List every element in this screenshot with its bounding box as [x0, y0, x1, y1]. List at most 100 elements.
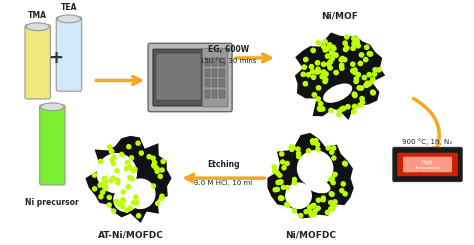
Circle shape	[311, 48, 315, 53]
Circle shape	[278, 180, 283, 184]
Circle shape	[292, 177, 297, 182]
Circle shape	[128, 165, 132, 170]
Circle shape	[97, 154, 137, 193]
Circle shape	[99, 195, 103, 199]
Circle shape	[160, 168, 164, 172]
Circle shape	[279, 196, 283, 200]
Circle shape	[365, 45, 369, 49]
Circle shape	[152, 163, 156, 168]
Circle shape	[308, 210, 312, 214]
Circle shape	[356, 44, 360, 48]
Circle shape	[115, 169, 119, 173]
Circle shape	[124, 167, 128, 171]
Bar	[204, 90, 210, 98]
Circle shape	[278, 173, 282, 177]
Circle shape	[116, 181, 120, 185]
Circle shape	[332, 146, 336, 150]
Circle shape	[304, 210, 308, 214]
Circle shape	[316, 147, 320, 151]
Circle shape	[337, 112, 341, 117]
Circle shape	[343, 41, 347, 45]
Circle shape	[92, 187, 97, 191]
Circle shape	[310, 64, 314, 69]
Circle shape	[306, 73, 310, 77]
Circle shape	[118, 202, 121, 206]
Circle shape	[328, 43, 332, 47]
Text: Ni/MOF: Ni/MOF	[321, 12, 358, 21]
Bar	[204, 79, 210, 87]
Circle shape	[345, 35, 349, 39]
Bar	[219, 79, 225, 87]
Circle shape	[323, 40, 327, 44]
Circle shape	[346, 105, 350, 109]
Circle shape	[316, 67, 320, 72]
Circle shape	[116, 178, 120, 182]
Circle shape	[321, 70, 326, 74]
Circle shape	[352, 36, 356, 41]
Circle shape	[121, 199, 125, 203]
Circle shape	[308, 206, 311, 210]
Circle shape	[352, 104, 357, 109]
Circle shape	[343, 161, 347, 165]
Circle shape	[328, 66, 332, 70]
Circle shape	[130, 177, 134, 181]
Circle shape	[353, 93, 357, 98]
Circle shape	[103, 180, 107, 184]
Circle shape	[321, 44, 326, 49]
Circle shape	[109, 150, 114, 154]
Circle shape	[313, 209, 318, 213]
Circle shape	[327, 62, 331, 66]
Circle shape	[160, 194, 164, 198]
Bar	[212, 69, 217, 76]
Circle shape	[153, 161, 157, 165]
Circle shape	[364, 58, 368, 62]
Circle shape	[316, 198, 320, 202]
Text: TMA: TMA	[28, 11, 47, 20]
Circle shape	[302, 65, 306, 69]
Circle shape	[311, 75, 316, 79]
Circle shape	[331, 45, 335, 49]
Circle shape	[352, 41, 356, 46]
Circle shape	[134, 195, 138, 199]
Circle shape	[368, 52, 373, 56]
Circle shape	[320, 74, 324, 79]
Circle shape	[318, 106, 322, 110]
Bar	[212, 58, 217, 66]
Text: Etching: Etching	[207, 160, 240, 169]
Circle shape	[151, 184, 155, 188]
Circle shape	[326, 54, 330, 58]
Circle shape	[111, 209, 116, 213]
Circle shape	[139, 151, 143, 155]
Circle shape	[280, 196, 284, 200]
Circle shape	[339, 58, 343, 62]
Circle shape	[324, 72, 328, 76]
Circle shape	[333, 200, 337, 204]
Circle shape	[299, 213, 303, 218]
Circle shape	[281, 160, 285, 164]
Circle shape	[92, 173, 97, 177]
Text: Tempurature: Tempurature	[414, 166, 441, 170]
Circle shape	[279, 196, 283, 201]
Circle shape	[312, 93, 317, 97]
Circle shape	[359, 53, 364, 57]
Bar	[219, 69, 225, 76]
Circle shape	[356, 73, 360, 77]
Circle shape	[366, 82, 370, 86]
Circle shape	[154, 165, 158, 170]
Circle shape	[343, 47, 348, 51]
Circle shape	[358, 103, 362, 108]
Circle shape	[128, 175, 132, 180]
Circle shape	[135, 201, 139, 205]
Circle shape	[309, 213, 313, 217]
Circle shape	[155, 201, 160, 205]
Circle shape	[280, 152, 284, 156]
Circle shape	[321, 62, 326, 66]
Circle shape	[286, 183, 311, 208]
Polygon shape	[85, 136, 172, 223]
Circle shape	[277, 180, 281, 184]
Circle shape	[316, 86, 321, 90]
Circle shape	[331, 181, 335, 185]
Text: EG, 600W: EG, 600W	[208, 45, 249, 54]
Circle shape	[155, 169, 159, 173]
Circle shape	[125, 208, 129, 212]
